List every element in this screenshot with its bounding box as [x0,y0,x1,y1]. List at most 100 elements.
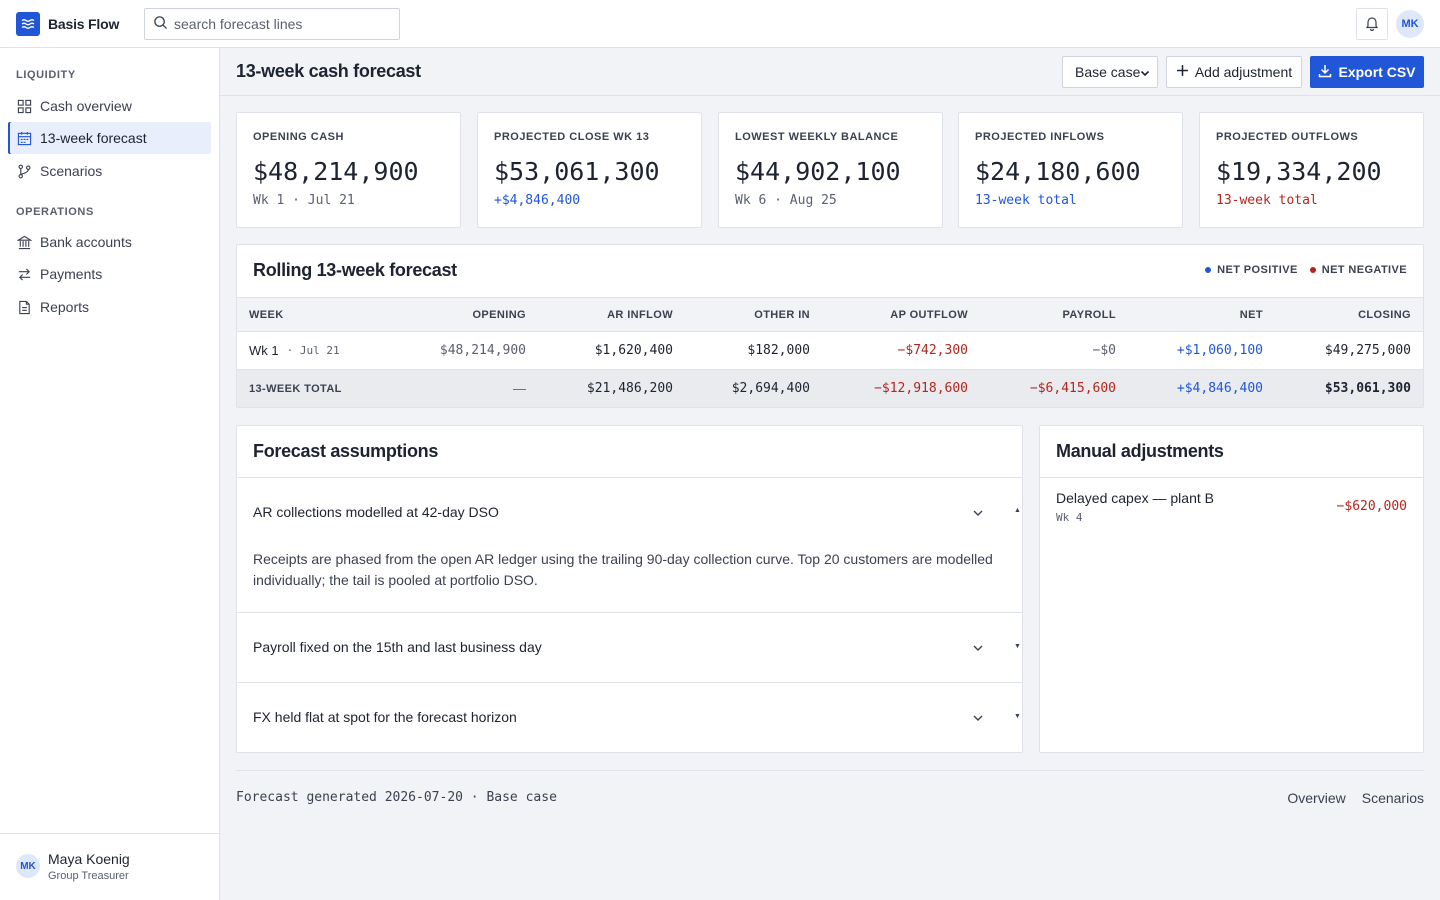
assumption-item-payroll[interactable]: Payroll fixed on the 15th and last busin… [237,612,1022,682]
assumption-item-fx[interactable]: FX held flat at spot for the forecast ho… [237,682,1022,752]
assumption-toggle[interactable]: AR collections modelled at 42-day DSO [253,504,499,520]
sidebar-item-label: Bank accounts [40,234,132,250]
kpi-card-projected-outflows: PROJECTED OUTFLOWS $19,334,200 13-week t… [1199,112,1424,228]
sidebar-item-reports[interactable]: Reports [8,291,211,323]
search-input[interactable] [174,16,394,32]
kpi-sub: +$4,846,400 [494,193,581,208]
user-avatar[interactable]: MK [1396,10,1424,38]
sidebar-item-cash-overview[interactable]: Cash overview [8,90,211,122]
column-header-net[interactable]: NET [1239,308,1263,321]
column-header-opening[interactable]: OPENING [472,308,526,321]
search-box[interactable] [144,8,400,40]
chevron-down-icon[interactable] [971,506,985,523]
ar-inflow-cell: $1,620,400 [594,343,673,358]
kpi-label: PROJECTED INFLOWS [975,131,1105,143]
chevron-down-icon[interactable] [971,641,985,658]
chevron-down-icon [1139,66,1151,82]
kpi-value: $53,061,300 [494,157,660,186]
assumption-toggle[interactable]: Payroll fixed on the 15th and last busin… [253,639,542,655]
table-row[interactable]: Wk 1 · Jul 21 $48,214,900 $1,620,400 $18… [237,332,1423,370]
kpi-sub: Wk 6 · Aug 25 [735,193,837,208]
assumption-description: Receipts are phased from the open AR led… [253,551,993,588]
divider [1040,477,1423,478]
adjustments-panel: Manual adjustments Delayed capex — plant… [1039,425,1424,753]
scenario-select[interactable]: Base case [1062,56,1158,88]
nav-section-operations: OPERATIONS [16,206,94,218]
sidebar-item-bank-accounts[interactable]: Bank accounts [8,226,211,258]
column-header-other-in[interactable]: OTHER IN [754,308,810,321]
legend-label: NET NEGATIVE [1321,264,1407,276]
notifications-button[interactable] [1356,8,1388,40]
avatar: MK [16,854,40,878]
kpi-value: $48,214,900 [253,157,419,186]
opening-cell: $48,214,900 [439,343,526,358]
user-role: Group Treasurer [48,870,129,882]
kpi-label: PROJECTED CLOSE WK 13 [494,131,650,143]
adjustment-title[interactable]: Delayed capex — plant B [1056,490,1214,506]
calendar-icon [16,130,32,146]
sidebar-item-label: 13-week forecast [40,130,147,146]
brand[interactable]: Basis Flow [16,12,119,36]
scroll-up-arrow-icon[interactable]: ▲ [1014,507,1021,514]
main-content: 13-week cash forecast Base case Add adju… [220,48,1440,900]
kpi-label: LOWEST WEEKLY BALANCE [735,131,899,143]
assumptions-panel: Forecast assumptions AR collections mode… [236,425,1023,753]
kpi-card-opening-cash: OPENING CASH $48,214,900 Wk 1 · Jul 21 [236,112,461,228]
footer-link-scenarios[interactable]: Scenarios [1361,790,1424,806]
total-other-in-cell: $2,694,400 [731,381,810,396]
scroll-down-arrow-icon[interactable]: ▼ [1014,713,1021,720]
adjustment-amount: −$620,000 [1336,499,1407,514]
kpi-value: $44,902,100 [735,157,901,186]
export-csv-button[interactable]: Export CSV [1310,56,1424,88]
assumption-item-ar-collections: AR collections modelled at 42-day DSO ▲ … [237,477,1022,612]
branch-icon [16,163,32,179]
page-header: 13-week cash forecast Base case Add adju… [220,48,1440,96]
legend-label: NET POSITIVE [1217,264,1298,276]
scroll-down-arrow-icon[interactable]: ▼ [1014,643,1021,650]
sidebar-item-13-week-forecast[interactable]: 13-week forecast [8,122,211,154]
sidebar-item-label: Payments [40,266,103,282]
add-adjustment-button[interactable]: Add adjustment [1166,56,1302,88]
kpi-value: $24,180,600 [975,157,1141,186]
sidebar: LIQUIDITY Cash overview 13-week forecast… [0,48,220,900]
kpi-sub: Wk 1 · Jul 21 [253,193,355,208]
total-opening-cell: — [513,381,526,396]
kpi-card-projected-close: PROJECTED CLOSE WK 13 $53,061,300 +$4,84… [477,112,702,228]
table-total-row: 13-WEEK TOTAL — $21,486,200 $2,694,400 −… [237,370,1423,407]
total-label: 13-WEEK TOTAL [249,382,342,395]
chevron-down-icon[interactable] [971,711,985,728]
column-header-ap-outflow[interactable]: AP OUTFLOW [890,308,968,321]
closing-cell: $49,275,000 [1324,343,1411,358]
legend-net-positive: NET POSITIVE [1205,264,1298,276]
sidebar-item-label: Scenarios [40,163,103,179]
user-profile[interactable]: MK Maya Koenig Group Treasurer [0,833,219,900]
sidebar-item-scenarios[interactable]: Scenarios [8,155,211,187]
top-bar: Basis Flow MK [0,0,1440,48]
kpi-card-lowest-balance: LOWEST WEEKLY BALANCE $44,902,100 Wk 6 ·… [718,112,943,228]
column-header-closing[interactable]: CLOSING [1358,308,1411,321]
assumption-toggle[interactable]: FX held flat at spot for the forecast ho… [253,709,517,725]
kpi-sub: 13-week total [1216,193,1318,208]
red-dot-icon [1309,267,1316,273]
transfer-icon [16,266,32,282]
grid-icon [16,98,32,114]
forecast-table-title: Rolling 13-week forecast [253,260,457,280]
forecast-generated-text: Forecast generated 2026-07-20 · Base cas… [236,790,557,805]
column-header-ar-inflow[interactable]: AR INFLOW [607,308,673,321]
kpi-label: OPENING CASH [253,131,344,143]
scenario-selected-value: Base case [1075,64,1141,80]
adjustment-week: Wk 4 [1056,511,1083,524]
download-icon [1318,64,1332,81]
waves-logo-icon [16,12,40,36]
blue-dot-icon [1205,267,1212,273]
bell-icon [1364,15,1380,34]
bank-icon [16,234,32,250]
week-date: · Jul 21 [286,344,340,357]
sidebar-item-payments[interactable]: Payments [8,258,211,290]
total-payroll-cell: −$6,415,600 [1029,381,1116,396]
ap-outflow-cell: −$742,300 [897,343,968,358]
column-header-week[interactable]: WEEK [249,308,284,321]
footer-link-overview[interactable]: Overview [1287,790,1346,806]
kpi-label: PROJECTED OUTFLOWS [1216,131,1359,143]
column-header-payroll[interactable]: PAYROLL [1062,308,1116,321]
